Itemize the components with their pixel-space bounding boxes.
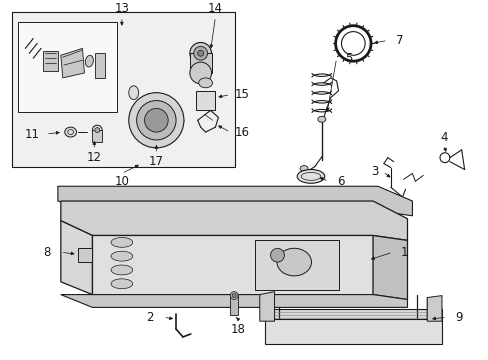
Text: 4: 4 bbox=[439, 131, 447, 144]
Ellipse shape bbox=[128, 86, 138, 100]
Ellipse shape bbox=[95, 128, 100, 132]
Polygon shape bbox=[92, 130, 102, 142]
Polygon shape bbox=[95, 53, 105, 78]
Text: 15: 15 bbox=[234, 88, 249, 101]
Circle shape bbox=[136, 100, 176, 140]
Text: 3: 3 bbox=[370, 165, 378, 178]
Text: 9: 9 bbox=[454, 311, 462, 324]
Ellipse shape bbox=[92, 125, 102, 135]
Ellipse shape bbox=[276, 248, 311, 276]
Polygon shape bbox=[189, 53, 211, 73]
Text: 11: 11 bbox=[25, 127, 40, 140]
Polygon shape bbox=[264, 309, 441, 319]
Ellipse shape bbox=[193, 46, 207, 60]
Text: 18: 18 bbox=[230, 323, 245, 336]
Polygon shape bbox=[264, 319, 441, 344]
Ellipse shape bbox=[189, 62, 211, 84]
Polygon shape bbox=[78, 248, 92, 262]
Circle shape bbox=[230, 292, 238, 300]
Text: 6: 6 bbox=[336, 175, 344, 188]
Ellipse shape bbox=[111, 238, 132, 247]
Ellipse shape bbox=[85, 55, 93, 67]
Circle shape bbox=[232, 294, 236, 298]
Ellipse shape bbox=[317, 116, 325, 122]
Text: 7: 7 bbox=[395, 34, 403, 47]
Polygon shape bbox=[61, 294, 407, 307]
Polygon shape bbox=[92, 235, 372, 294]
Ellipse shape bbox=[111, 279, 132, 289]
Text: 2: 2 bbox=[145, 311, 153, 324]
Polygon shape bbox=[58, 186, 411, 216]
Text: 10: 10 bbox=[114, 175, 129, 188]
Circle shape bbox=[144, 108, 168, 132]
Ellipse shape bbox=[198, 78, 212, 88]
Polygon shape bbox=[19, 22, 117, 112]
Polygon shape bbox=[427, 296, 441, 321]
Polygon shape bbox=[12, 12, 235, 167]
Polygon shape bbox=[254, 240, 338, 290]
Ellipse shape bbox=[111, 251, 132, 261]
Text: 1: 1 bbox=[400, 246, 407, 259]
Polygon shape bbox=[195, 91, 215, 111]
Polygon shape bbox=[61, 221, 92, 294]
Ellipse shape bbox=[300, 166, 307, 171]
Polygon shape bbox=[259, 292, 274, 321]
Polygon shape bbox=[61, 48, 84, 78]
Polygon shape bbox=[372, 235, 407, 300]
Ellipse shape bbox=[189, 42, 211, 64]
Circle shape bbox=[270, 248, 284, 262]
Ellipse shape bbox=[297, 170, 324, 183]
Text: 5: 5 bbox=[344, 52, 351, 65]
Polygon shape bbox=[43, 51, 58, 71]
Polygon shape bbox=[61, 201, 407, 240]
Text: 8: 8 bbox=[43, 246, 51, 259]
Text: 12: 12 bbox=[87, 151, 102, 164]
Text: 17: 17 bbox=[148, 155, 163, 168]
Text: 14: 14 bbox=[207, 3, 223, 15]
Text: 16: 16 bbox=[234, 126, 249, 139]
Circle shape bbox=[128, 93, 183, 148]
Text: 13: 13 bbox=[114, 3, 129, 15]
Ellipse shape bbox=[111, 265, 132, 275]
Ellipse shape bbox=[197, 50, 203, 56]
Ellipse shape bbox=[64, 127, 77, 137]
Polygon shape bbox=[230, 294, 238, 315]
